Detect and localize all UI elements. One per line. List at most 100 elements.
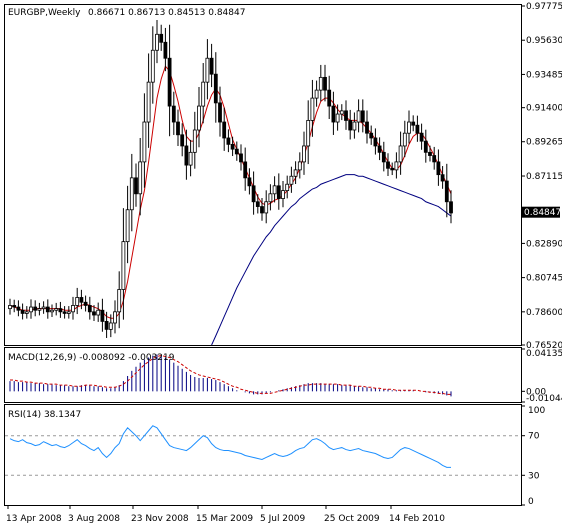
date-tick-label: 23 Nov 2008 [131,514,189,524]
candle-body [297,161,302,171]
date-tick-label: 3 Aug 2008 [68,514,120,524]
candle-body [129,177,134,211]
candle-body [272,185,277,195]
moving-averages [9,65,452,346]
price-tick-label: 0.95630 [526,36,562,46]
candle-body [377,145,382,153]
candle-body [268,193,273,203]
candle-body [335,113,340,123]
price-tick-label: 0.78600 [526,308,562,318]
candle-body [289,175,294,185]
candle-body [402,132,407,147]
candle-body [415,124,420,134]
candle-body [230,143,235,150]
candle-body [58,308,63,313]
candle-body [20,309,25,314]
candle-body [369,132,374,139]
current-price-label: 0.84847 [524,208,561,218]
candle-body [163,41,168,59]
candle-body [243,161,248,179]
macd-histogram [9,354,452,397]
candle-body [226,137,231,145]
candle-body [302,145,306,163]
candle-body [423,140,428,153]
candle-body [180,134,185,147]
candle-body [146,81,151,123]
date-tick-label: 14 Feb 2010 [389,514,445,524]
date-tick-label: 15 Mar 2009 [196,514,253,524]
candle-body [24,311,29,314]
candle-body [213,73,218,104]
candle-body [41,306,46,310]
candle-body [192,129,197,153]
candle-body [79,297,84,303]
price-header-symbol: EURGBP,Weekly [8,8,81,18]
candle-body [390,167,395,171]
candle-body [205,57,210,83]
rsi-tick-label: 70 [528,432,540,442]
candle-body [255,201,260,207]
macd-header: MACD(12,26,9) -0.008092 -0.003219 [8,353,175,363]
candle-body [373,137,378,147]
candle-body [96,309,101,316]
date-tick-label: 25 Oct 2009 [324,514,380,524]
candle-body [121,241,126,290]
candle-body [16,306,21,311]
price-tick-label: 0.80745 [526,274,562,284]
candle-body [285,183,290,192]
candle-body [428,151,432,156]
candle-body [184,145,189,166]
candle-body [66,311,71,314]
rsi-line [9,425,451,468]
candle-body [310,97,315,121]
candle-body [8,305,12,310]
price-tick-label: 0.87115 [526,172,562,182]
candle-body [352,121,357,131]
candle-body [432,155,437,163]
price-panel [4,4,522,346]
candle-body [234,148,239,155]
macd-tick-label: 0.00 [526,387,546,397]
date-tick-label: 13 Apr 2008 [6,514,62,524]
candle-body [83,301,88,306]
candle-body [239,153,243,163]
candle-body [209,57,214,75]
candle-body [12,305,17,308]
candle-body [348,120,353,131]
candle-body [176,121,180,136]
price-tick-label: 0.91400 [526,104,562,114]
price-tick-label: 0.93485 [526,70,562,80]
candle-body [45,306,50,313]
candle-body [356,110,361,123]
candle-body [167,57,172,107]
axes: 0.97775 0.95630 0.93485 0.91400 0.89265 0.871… [6,2,562,524]
candle-body [75,297,80,306]
candle-body [188,151,193,166]
candle-body [247,177,252,187]
candle-body [62,311,67,314]
date-tick-label: 5 Jul 2009 [260,514,305,524]
candle-body [276,185,281,199]
candle-body [411,121,416,126]
candle-body [138,161,143,195]
candle-body [398,145,403,163]
candle-body [171,105,176,123]
candle-body [117,289,122,313]
candle-body [142,121,147,163]
candle-body [381,151,386,163]
candle-body [87,305,92,313]
price-tick-label: 0.76520 [526,341,562,351]
candle-body [281,190,285,199]
candle-body [360,110,365,123]
candle-body [419,132,424,142]
candle-body [37,308,42,311]
macd-panel [4,347,522,403]
price-tick-label: 0.97775 [526,2,562,12]
candle-body [218,102,222,123]
candle-body [201,81,206,107]
rsi-tick-label: 30 [528,471,540,481]
rsi-header: RSI(14) 38.1347 [8,410,81,420]
candle-body [386,161,390,169]
candle-body [92,311,96,316]
